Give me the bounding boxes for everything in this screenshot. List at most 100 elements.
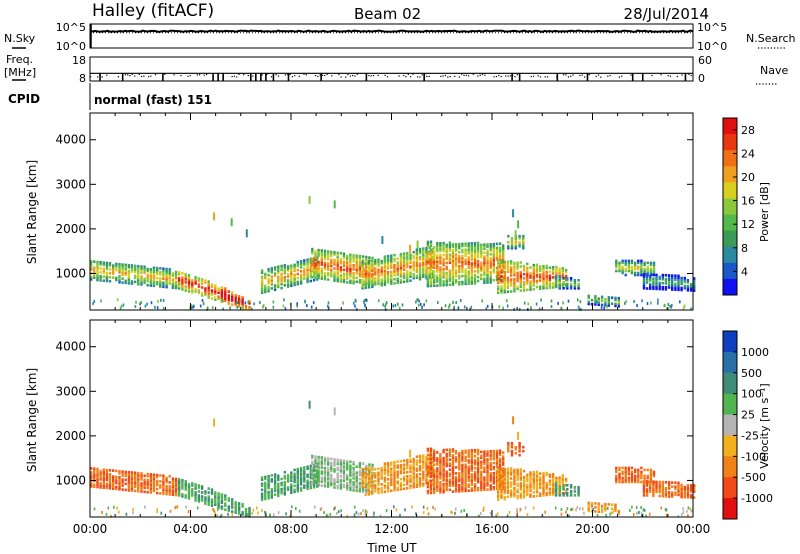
data-cell [431, 464, 435, 468]
data-cell [428, 455, 431, 458]
data-cell [425, 463, 428, 467]
data-cell [433, 477, 436, 480]
data-cell [637, 267, 640, 271]
data-cell [680, 276, 683, 280]
data-cell [451, 511, 453, 515]
data-cell [480, 267, 483, 271]
data-cell [143, 482, 146, 486]
data-cell [140, 474, 143, 477]
data-cell [349, 488, 352, 492]
data-cell [483, 273, 486, 277]
data-cell [96, 469, 99, 473]
data-cell [674, 278, 677, 281]
data-cell [311, 275, 314, 279]
data-cell [422, 454, 425, 457]
data-cell [483, 247, 486, 250]
data-cell [311, 472, 314, 476]
data-cell [518, 242, 521, 246]
data-cell [561, 271, 564, 274]
data-cell [361, 462, 365, 465]
data-cell [156, 491, 159, 495]
data-cell [156, 483, 159, 487]
data-cell [497, 474, 500, 477]
data-cell [346, 269, 349, 272]
data-cell [550, 305, 553, 308]
data-cell [299, 266, 303, 269]
data-cell [336, 253, 339, 257]
data-cell [655, 488, 658, 492]
data-cell [339, 471, 343, 474]
data-cell [480, 249, 483, 253]
data-cell [428, 274, 431, 277]
data-cell [642, 492, 646, 495]
data-cell [642, 277, 646, 280]
data-cell [615, 263, 618, 267]
data-cell [402, 475, 406, 478]
data-cell [451, 243, 455, 246]
data-cell [339, 467, 343, 470]
data-cell [312, 485, 316, 489]
data-cell [370, 281, 374, 285]
data-cell [330, 254, 333, 258]
data-cell [152, 475, 156, 479]
data-cell [342, 264, 346, 268]
data-cell [649, 271, 653, 275]
data-cell [569, 486, 573, 489]
data-cell [247, 300, 250, 304]
data-cell [445, 478, 448, 482]
data-cell [448, 241, 452, 244]
data-cell [241, 300, 244, 303]
data-cell [162, 490, 165, 493]
data-cell [458, 264, 461, 268]
data-cell [539, 472, 542, 475]
nave-point [465, 74, 467, 76]
data-cell [316, 483, 319, 486]
data-cell [177, 283, 181, 286]
data-cell [693, 496, 696, 499]
data-cell [418, 267, 422, 271]
data-cell [470, 248, 473, 251]
data-cell [303, 474, 306, 477]
data-cell [146, 302, 148, 306]
data-cell [461, 449, 464, 453]
data-cell [149, 489, 153, 492]
data-cell [352, 253, 355, 257]
data-cell [346, 257, 349, 260]
data-cell [220, 501, 224, 504]
data-cell [558, 287, 561, 290]
data-cell [461, 483, 464, 487]
data-cell [108, 262, 112, 265]
data-cell [212, 507, 214, 511]
data-cell [355, 262, 358, 265]
data-cell [191, 492, 194, 495]
data-cell [295, 507, 297, 510]
data-cell [473, 270, 477, 273]
data-cell [134, 305, 137, 309]
data-cell [149, 270, 153, 273]
data-cell [311, 468, 314, 472]
data-cell [352, 489, 355, 492]
data-cell [461, 467, 464, 471]
data-cell [393, 483, 396, 486]
data-cell [309, 470, 312, 474]
data-cell [333, 267, 336, 270]
data-cell [513, 283, 516, 287]
data-cell [507, 246, 510, 250]
data-cell [442, 470, 445, 474]
colorbar-tick-label: 16 [741, 195, 755, 208]
data-cell [293, 275, 296, 279]
data-cell [671, 485, 674, 488]
data-cell [530, 306, 532, 310]
data-cell [349, 255, 352, 259]
data-cell [280, 282, 283, 286]
data-cell [146, 474, 149, 478]
data-cell [214, 511, 216, 515]
data-cell [303, 486, 306, 489]
data-cell [415, 268, 419, 271]
data-cell [473, 254, 477, 257]
data-cell [137, 481, 140, 485]
data-cell [542, 265, 545, 268]
data-cell [461, 453, 464, 457]
data-cell [118, 488, 121, 491]
data-cell [260, 496, 264, 500]
